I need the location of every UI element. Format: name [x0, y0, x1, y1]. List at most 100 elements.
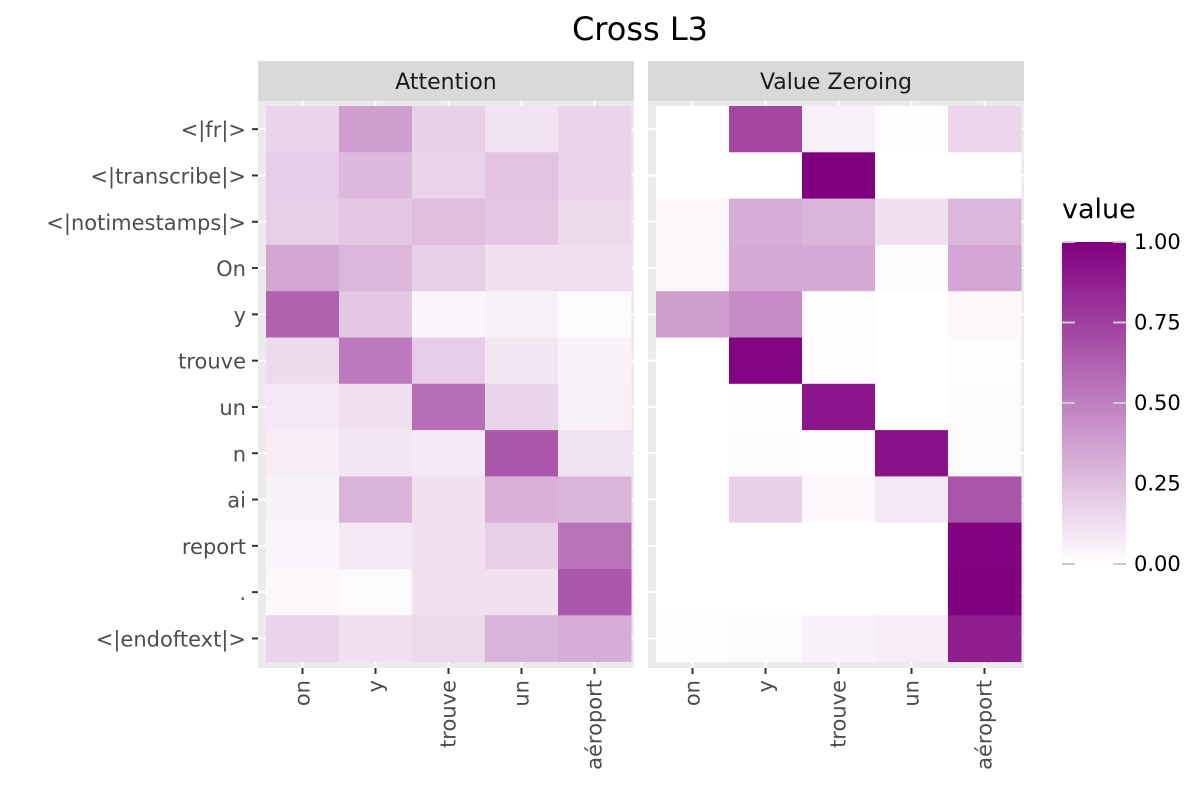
y-tick-label: n — [233, 442, 246, 466]
heatmap-cell — [802, 198, 876, 246]
x-tick-label: aéroport — [583, 680, 607, 770]
heatmap-cell — [558, 522, 632, 570]
heatmap-cell — [339, 198, 413, 246]
heatmap-cell — [558, 198, 632, 246]
heatmap-cell — [948, 106, 1022, 153]
heatmap-cell — [948, 569, 1022, 616]
heatmap-cell — [656, 244, 730, 292]
heatmap-cell — [339, 569, 413, 616]
heatmap-cell — [558, 615, 632, 663]
y-tick-label: ai — [227, 489, 246, 513]
heatmap-cell — [485, 615, 559, 663]
x-tick-label: un — [510, 680, 534, 707]
panel-1: Value Zeroing on y trouve un aéroport — [648, 61, 1024, 770]
heatmap-cell — [948, 522, 1022, 570]
heatmap-cell — [339, 106, 413, 153]
heatmap-cell — [266, 106, 340, 153]
colorbar-tick-label: 0.00 — [1134, 552, 1181, 576]
x-tick-label: on — [291, 680, 315, 706]
heatmap-cell — [729, 291, 803, 338]
heatmap-cell — [948, 430, 1022, 477]
heatmap-cell — [948, 476, 1022, 524]
y-tick-label: trouve — [178, 350, 246, 374]
heatmap-cell — [802, 476, 876, 524]
heatmap-cell — [412, 476, 486, 524]
heatmap-cell — [729, 476, 803, 524]
heatmap-cell — [266, 615, 340, 663]
heatmap-cell — [412, 152, 486, 200]
heatmap-cell — [875, 383, 949, 431]
panel-title: Value Zeroing — [760, 70, 912, 95]
heatmap-cell — [412, 198, 486, 246]
heatmap-cell — [656, 522, 730, 570]
heatmap-cell — [656, 152, 730, 200]
heatmap-cell — [729, 198, 803, 246]
heatmap-cell — [875, 244, 949, 292]
heatmap-cell — [485, 569, 559, 616]
heatmap-cell — [656, 106, 730, 153]
heatmap-cell — [802, 569, 876, 616]
heatmap-cell — [485, 522, 559, 570]
heatmap-cell — [875, 569, 949, 616]
y-tick-label: On — [216, 257, 246, 281]
heatmap-cell — [656, 569, 730, 616]
heatmap-cell — [485, 383, 559, 431]
heatmap-cell — [875, 291, 949, 338]
heatmap-cell — [485, 337, 559, 385]
heatmap-cell — [558, 337, 632, 385]
heatmap-cell — [558, 291, 632, 338]
heatmap-cell — [558, 244, 632, 292]
heatmap-cell — [802, 522, 876, 570]
heatmap-cell — [875, 430, 949, 477]
panel-strip — [258, 61, 634, 101]
heatmap-cell — [729, 106, 803, 153]
heatmap-cell — [558, 430, 632, 477]
heatmap-cell — [875, 522, 949, 570]
heatmap-cell — [948, 337, 1022, 385]
heatmap-cell — [802, 152, 876, 200]
heatmap-cell — [412, 383, 486, 431]
heatmap-cell — [729, 430, 803, 477]
heatmap-cell — [412, 106, 486, 153]
y-axis: <|fr|> <|transcribe|> <|notimestamps|> On yt… — [46, 118, 258, 652]
heatmap-cell — [266, 569, 340, 616]
heatmap-cell — [266, 337, 340, 385]
x-tick-label: on — [681, 680, 705, 706]
y-tick-label: . — [239, 581, 246, 605]
y-tick-label: <|notimestamps|> — [46, 211, 246, 236]
colorbar-tick-label: 1.00 — [1134, 230, 1181, 254]
heatmap-cell — [558, 383, 632, 431]
heatmap-cell — [485, 106, 559, 153]
heatmap-cell — [558, 569, 632, 616]
y-tick-label: report — [182, 535, 246, 559]
y-tick-label: un — [219, 396, 246, 420]
y-tick-label: y — [234, 303, 246, 327]
heatmap-cell — [656, 615, 730, 663]
heatmap-cell — [266, 522, 340, 570]
heatmap-cell — [656, 383, 730, 431]
x-tick-label: aéroport — [973, 680, 997, 770]
colorbar-tick-label: 0.50 — [1134, 391, 1181, 415]
colorbar-tick-label: 0.25 — [1134, 472, 1181, 496]
heatmap-cell — [875, 615, 949, 663]
heatmap-cell — [485, 476, 559, 524]
heatmap-cell — [339, 291, 413, 338]
heatmap-cell — [656, 337, 730, 385]
heatmap-cell — [558, 476, 632, 524]
heatmap-cell — [656, 291, 730, 338]
heatmap-cell — [729, 569, 803, 616]
heatmap-cell — [558, 106, 632, 153]
heatmap-cell — [339, 152, 413, 200]
x-tick-label: y — [364, 680, 388, 692]
chart-title: Cross L3 — [572, 10, 708, 48]
heatmap-cell — [875, 152, 949, 200]
heatmap-cell — [412, 291, 486, 338]
colorbar-tick-label: 0.75 — [1134, 311, 1181, 335]
x-tick-label: trouve — [827, 680, 851, 748]
heatmap-cell — [412, 615, 486, 663]
heatmap-cell — [729, 383, 803, 431]
heatmap-cell — [412, 569, 486, 616]
heatmap-cell — [339, 430, 413, 477]
heatmap-cell — [339, 337, 413, 385]
